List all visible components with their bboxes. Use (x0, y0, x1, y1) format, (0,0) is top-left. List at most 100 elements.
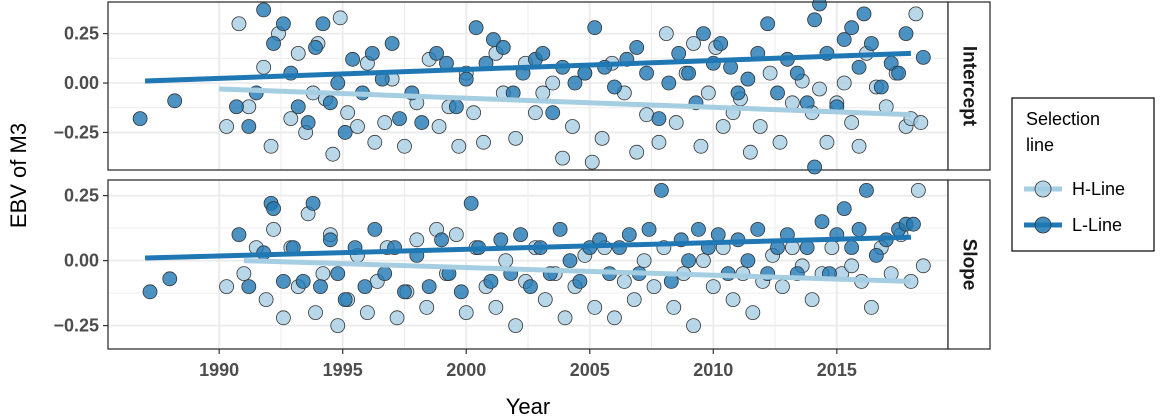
data-point-l-line (337, 125, 353, 140)
data-point-h-line (686, 36, 701, 51)
data-point-h-line (668, 115, 684, 130)
data-point-l-line (367, 221, 383, 237)
data-point-l-line (799, 240, 815, 256)
data-point-h-line (266, 221, 281, 237)
data-point-l-line (814, 214, 830, 230)
data-point-l-line (915, 49, 931, 65)
data-point-l-line (654, 182, 669, 198)
data-point-h-line (330, 318, 346, 334)
panel-marks (142, 159, 931, 334)
data-point-h-line (864, 299, 879, 315)
data-point-l-line (162, 271, 178, 287)
data-point-l-line (414, 115, 430, 130)
data-point-h-line (498, 253, 514, 269)
data-point-l-line (429, 45, 444, 61)
data-point-l-line (864, 36, 879, 51)
data-point-h-line (231, 16, 247, 32)
legend-key-h-line (1024, 180, 1062, 198)
data-point-h-line (276, 310, 291, 326)
data-point-h-line (812, 81, 827, 97)
data-point-h-line (451, 138, 467, 154)
data-point-h-line (666, 299, 682, 315)
data-point-l-line (607, 79, 622, 95)
trend-line-h-line (219, 86, 912, 118)
data-point-l-line (241, 119, 257, 134)
data-point-l-line (661, 75, 677, 91)
data-point-l-line (641, 221, 657, 237)
data-point-l-line (836, 32, 852, 47)
data-point-l-line (266, 36, 281, 51)
x-tick-label: 2000 (446, 360, 486, 380)
data-point-h-line (537, 292, 553, 308)
y-tick-label: 0.00 (64, 73, 99, 93)
data-point-h-line (350, 119, 365, 134)
data-point-l-line (562, 253, 578, 269)
data-point-h-line (696, 253, 711, 269)
data-point-l-line (453, 284, 469, 300)
data-point-l-line (241, 279, 257, 295)
data-point-l-line (315, 16, 331, 32)
y-tick-label: −0.25 (53, 316, 99, 336)
data-point-h-line (913, 115, 929, 130)
data-point-l-line (691, 221, 706, 237)
strip-box (947, 1, 991, 171)
y-axis-title: EBV of M3 (6, 123, 31, 228)
data-point-h-line (236, 266, 252, 282)
data-point-l-line (142, 284, 158, 300)
data-point-h-line (752, 119, 768, 134)
data-point-l-line (337, 292, 353, 308)
x-tick-label: 1990 (199, 360, 239, 380)
data-point-l-line (513, 227, 528, 243)
y-tick-label: 0.25 (64, 186, 99, 206)
data-point-l-line (266, 201, 281, 217)
legend-label-l-line: L-Line (1072, 215, 1122, 235)
data-point-l-line (671, 45, 687, 61)
data-point-l-line (740, 253, 756, 269)
data-point-l-line (300, 115, 316, 130)
data-point-h-line (565, 119, 580, 134)
data-point-l-line (552, 221, 568, 237)
data-point-h-line (584, 154, 600, 170)
data-point-l-line (789, 65, 805, 81)
panel-slope: −0.25 0.00 0.25 Slope (53, 159, 991, 350)
data-point-h-line (745, 305, 761, 321)
data-point-l-line (856, 6, 872, 22)
data-point-l-line (493, 232, 509, 248)
data-point-l-line (740, 71, 756, 87)
legend-title: line (1026, 135, 1054, 155)
data-point-h-line (476, 134, 491, 150)
data-point-h-line (772, 134, 788, 150)
data-point-l-line (696, 26, 711, 42)
data-point-l-line (392, 111, 407, 127)
y-tick-label: −0.25 (53, 122, 99, 142)
data-point-h-line (332, 10, 348, 26)
data-point-l-line (807, 12, 822, 28)
data-point-l-line (313, 279, 328, 295)
data-point-l-line (710, 227, 726, 243)
data-point-h-line (651, 134, 667, 150)
data-point-l-line (535, 45, 551, 61)
data-point-l-line (305, 195, 321, 211)
data-point-h-line (629, 144, 645, 160)
data-point-l-line (448, 99, 464, 115)
data-point-h-line (705, 279, 721, 295)
data-point-l-line (898, 26, 914, 42)
data-point-l-line (167, 93, 183, 109)
data-point-l-line (229, 99, 244, 115)
data-point-l-line (770, 85, 785, 101)
data-point-h-line (466, 105, 482, 121)
data-point-l-line (651, 111, 667, 127)
data-point-l-line (345, 51, 360, 67)
data-point-l-line (750, 221, 766, 237)
data-point-l-line (681, 65, 696, 81)
data-point-h-line (824, 240, 840, 256)
data-point-l-line (906, 216, 921, 232)
data-point-l-line (256, 2, 272, 18)
data-point-l-line (364, 45, 380, 61)
data-point-h-line (639, 107, 654, 123)
panel-marks (132, 0, 931, 170)
data-point-l-line (132, 111, 148, 127)
data-point-l-line (377, 266, 393, 282)
data-point-h-line (646, 279, 662, 295)
data-point-h-line (325, 146, 341, 162)
